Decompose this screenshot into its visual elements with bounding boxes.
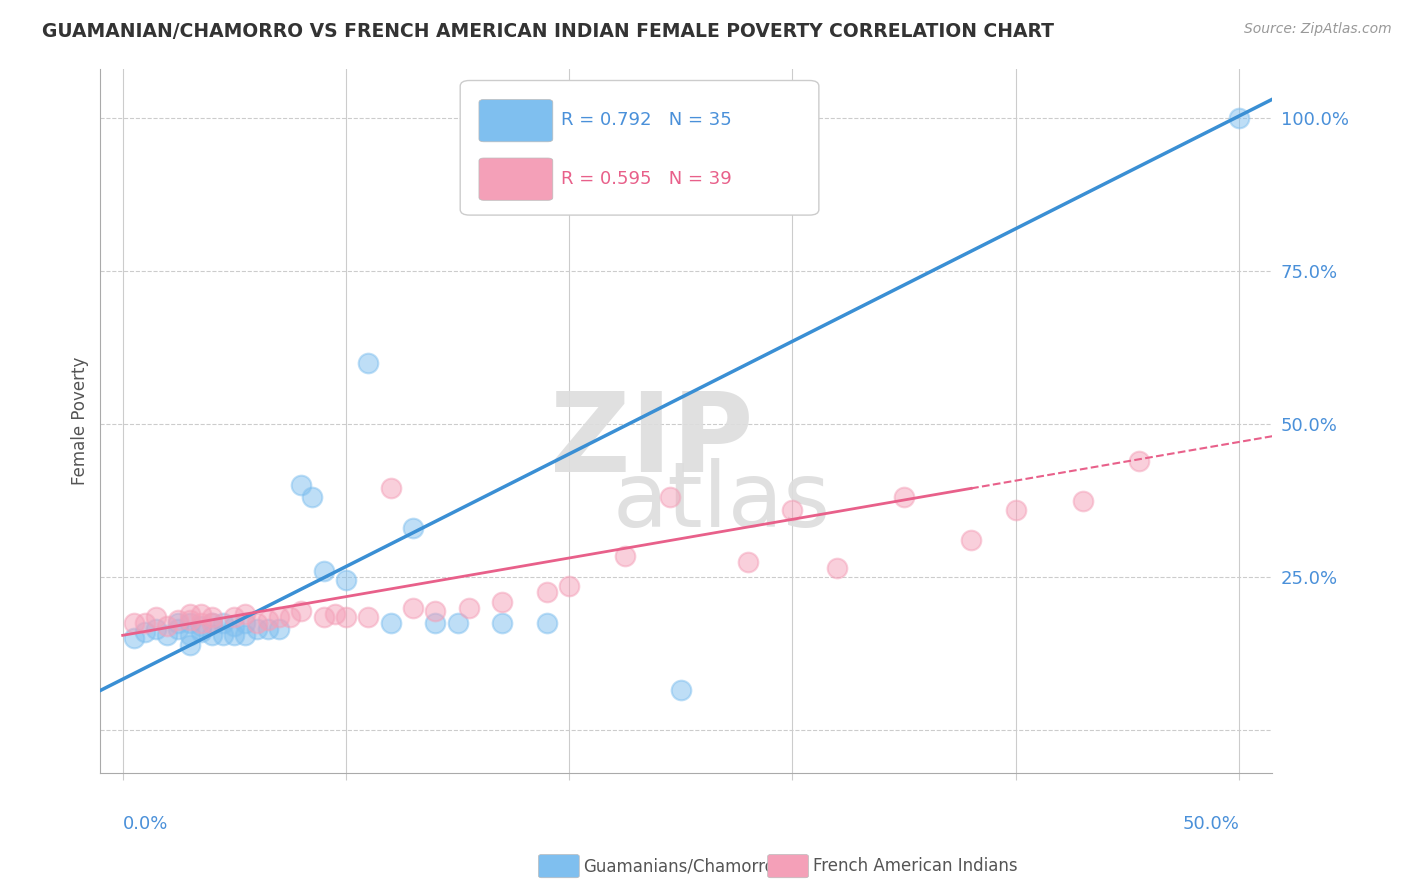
Point	[1071, 493, 1094, 508]
Point	[782, 502, 804, 516]
Point	[201, 628, 224, 642]
Point	[179, 607, 201, 621]
Point	[190, 619, 212, 633]
Point	[669, 683, 692, 698]
Text: ZIP: ZIP	[550, 389, 754, 495]
Y-axis label: Female Poverty: Female Poverty	[72, 357, 89, 485]
Point	[145, 610, 167, 624]
Point	[224, 610, 246, 624]
Point	[190, 607, 212, 621]
Point	[246, 622, 269, 636]
Point	[179, 616, 201, 631]
Point	[1004, 502, 1026, 516]
Point	[246, 616, 269, 631]
Point	[1128, 453, 1150, 467]
Point	[201, 616, 224, 631]
Point	[1227, 111, 1250, 125]
Point	[446, 616, 468, 631]
Point	[224, 619, 246, 633]
Point	[201, 610, 224, 624]
Point	[614, 549, 637, 563]
Point	[235, 628, 257, 642]
Point	[323, 607, 346, 621]
FancyBboxPatch shape	[479, 100, 553, 142]
Point	[301, 491, 323, 505]
Point	[134, 616, 156, 631]
Point	[256, 613, 278, 627]
Point	[179, 638, 201, 652]
Point	[167, 622, 190, 636]
Point	[825, 561, 848, 575]
FancyBboxPatch shape	[479, 158, 553, 201]
Point	[960, 533, 983, 548]
Point	[491, 616, 513, 631]
Point	[167, 616, 190, 631]
Point	[335, 610, 357, 624]
Point	[179, 613, 201, 627]
Text: 0.0%: 0.0%	[122, 815, 169, 833]
Point	[380, 616, 402, 631]
Point	[380, 481, 402, 495]
Text: Source: ZipAtlas.com: Source: ZipAtlas.com	[1244, 22, 1392, 37]
Point	[536, 616, 558, 631]
Point	[134, 625, 156, 640]
Point	[156, 628, 179, 642]
Point	[122, 632, 145, 646]
Point	[190, 625, 212, 640]
Text: atlas: atlas	[613, 458, 831, 546]
Point	[658, 491, 681, 505]
Point	[235, 607, 257, 621]
Point	[145, 622, 167, 636]
Point	[457, 600, 479, 615]
Point	[190, 616, 212, 631]
Point	[179, 628, 201, 642]
Point	[224, 628, 246, 642]
Point	[156, 619, 179, 633]
Point	[536, 585, 558, 599]
Point	[558, 579, 581, 593]
Point	[402, 521, 425, 535]
Text: R = 0.595   N = 39: R = 0.595 N = 39	[561, 170, 731, 188]
Text: Guamanians/Chamorros: Guamanians/Chamorros	[583, 857, 785, 875]
Point	[267, 622, 290, 636]
Point	[425, 604, 447, 618]
Point	[402, 600, 425, 615]
Point	[737, 555, 759, 569]
Text: French American Indians: French American Indians	[813, 857, 1018, 875]
Text: GUAMANIAN/CHAMORRO VS FRENCH AMERICAN INDIAN FEMALE POVERTY CORRELATION CHART: GUAMANIAN/CHAMORRO VS FRENCH AMERICAN IN…	[42, 22, 1054, 41]
Text: R = 0.792   N = 35: R = 0.792 N = 35	[561, 111, 731, 129]
Point	[235, 616, 257, 631]
Point	[290, 478, 312, 492]
Point	[256, 622, 278, 636]
Point	[201, 616, 224, 631]
FancyBboxPatch shape	[460, 80, 818, 215]
Point	[267, 610, 290, 624]
Point	[278, 610, 301, 624]
Point	[212, 628, 235, 642]
Point	[425, 616, 447, 631]
Text: 50.0%: 50.0%	[1182, 815, 1239, 833]
Point	[212, 616, 235, 631]
Point	[167, 613, 190, 627]
Point	[290, 604, 312, 618]
Point	[335, 573, 357, 587]
Point	[357, 356, 380, 370]
Point	[122, 616, 145, 631]
Point	[491, 594, 513, 608]
Point	[357, 610, 380, 624]
Point	[312, 610, 335, 624]
Point	[312, 564, 335, 578]
Point	[893, 491, 915, 505]
